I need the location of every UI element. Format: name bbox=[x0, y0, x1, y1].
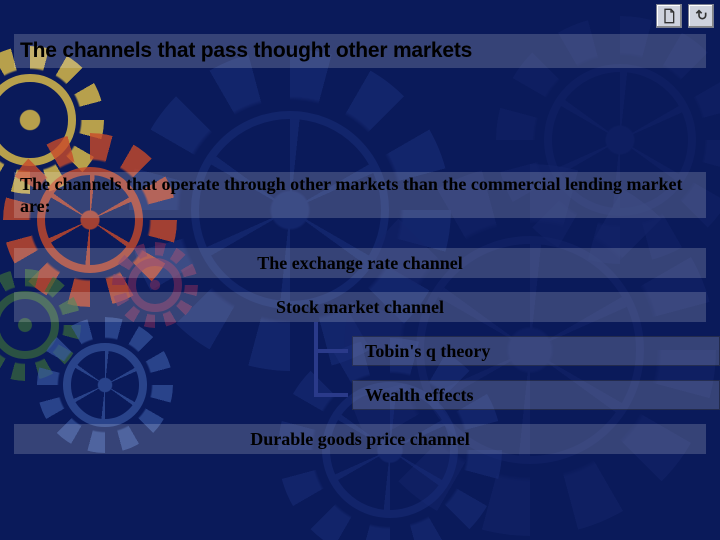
document-button[interactable] bbox=[656, 4, 682, 28]
sub-tobin-q: Tobin's q theory bbox=[352, 336, 720, 366]
sub-row: Wealth effects bbox=[14, 380, 706, 410]
back-button[interactable] bbox=[688, 4, 714, 28]
intro-text: The channels that operate through other … bbox=[14, 172, 706, 218]
sub-wealth-effects: Wealth effects bbox=[352, 380, 720, 410]
channel-durable-goods: Durable goods price channel bbox=[14, 424, 706, 454]
document-icon bbox=[661, 8, 677, 24]
u-turn-back-icon bbox=[693, 8, 709, 24]
sub-row: Tobin's q theory bbox=[14, 336, 706, 366]
nav-icon-bar bbox=[656, 4, 714, 28]
tree-connector bbox=[314, 336, 350, 366]
channel-stock-market: Stock market channel bbox=[14, 292, 706, 322]
slide-title: The channels that pass thought other mar… bbox=[14, 34, 706, 68]
tree-connector bbox=[314, 380, 350, 410]
channel-exchange-rate: The exchange rate channel bbox=[14, 248, 706, 278]
